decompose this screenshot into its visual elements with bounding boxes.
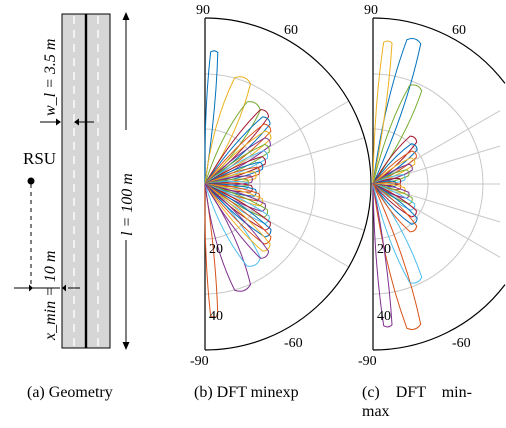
beam-lobe xyxy=(204,161,264,185)
angle-label-90: 90 xyxy=(196,3,210,18)
beam-lobe xyxy=(204,183,272,245)
lane-width-label: w_l = 3.5 m xyxy=(42,39,59,116)
beam-lobe xyxy=(204,76,252,185)
beam-lobe xyxy=(204,50,219,185)
rsu-marker xyxy=(27,177,35,185)
polar-outer-arc xyxy=(204,17,372,351)
beam-lobe xyxy=(372,143,418,185)
angle-label-90: 90 xyxy=(364,3,378,18)
angle-label-60: 60 xyxy=(452,23,466,38)
beam-lobe xyxy=(204,183,270,259)
beam-lobe xyxy=(372,84,423,185)
beam-lobe xyxy=(372,183,423,284)
beam-lobe xyxy=(204,183,261,267)
beam-lobe xyxy=(204,123,272,185)
radius-label-40: 40 xyxy=(209,309,223,324)
beam-lobe xyxy=(204,180,249,190)
radius-label-20: 20 xyxy=(377,242,391,257)
polar-grid xyxy=(372,73,501,295)
rsu-label: RSU xyxy=(23,149,56,168)
beam-lobe xyxy=(204,130,272,185)
beam-lobe xyxy=(372,183,393,328)
beam-lobes xyxy=(204,50,272,318)
beam-lobe xyxy=(371,174,406,185)
beam-lobe xyxy=(372,183,417,218)
angle-label-neg90: -90 xyxy=(358,354,377,369)
beam-lobe xyxy=(204,183,219,318)
radius-label-20: 20 xyxy=(209,242,223,257)
polar-plot-minmax: 90 60 -60 -90 20 40 xyxy=(358,3,506,369)
caption-c-continued: max xyxy=(362,403,390,420)
beam-lobe xyxy=(204,156,266,185)
beam-lobe xyxy=(204,116,271,185)
angle-label-neg60: -60 xyxy=(452,336,471,351)
polar-outer-arc-bottom xyxy=(372,284,506,351)
length-label: l = 100 m xyxy=(119,173,136,236)
beam-lobe xyxy=(204,137,271,185)
beam-lobe xyxy=(204,109,270,185)
beam-lobe xyxy=(372,135,418,185)
beam-lobe xyxy=(204,150,269,185)
beam-lobe xyxy=(372,40,393,185)
beam-lobe xyxy=(372,183,418,225)
xmin-label: x_min = 10 m xyxy=(42,251,59,341)
polar-outer-arc-top xyxy=(372,17,506,84)
beam-lobe xyxy=(204,178,249,188)
beam-lobe xyxy=(204,183,271,252)
beam-lobe xyxy=(204,101,261,185)
angle-label-neg60: -60 xyxy=(284,336,303,351)
beam-lobe xyxy=(204,183,252,292)
angle-label-neg90: -90 xyxy=(190,354,209,369)
beam-lobe xyxy=(372,183,418,233)
beam-lobes xyxy=(371,38,423,330)
beam-lobe xyxy=(204,143,270,185)
caption-b: (b) DFT minexp xyxy=(194,384,299,401)
angle-label-60: 60 xyxy=(284,23,298,38)
polar-grid xyxy=(204,73,371,295)
caption-a: (a) Geometry xyxy=(27,384,113,401)
polar-plot-minexp: 90 60 -60 -90 20 40 xyxy=(190,3,372,369)
geometry-panel: RSU l = 100 m w_l = 3.5 m x_min = 10 m xyxy=(14,12,136,350)
caption-c: (c) DFT min- xyxy=(362,384,472,401)
radius-label-40: 40 xyxy=(377,309,391,324)
